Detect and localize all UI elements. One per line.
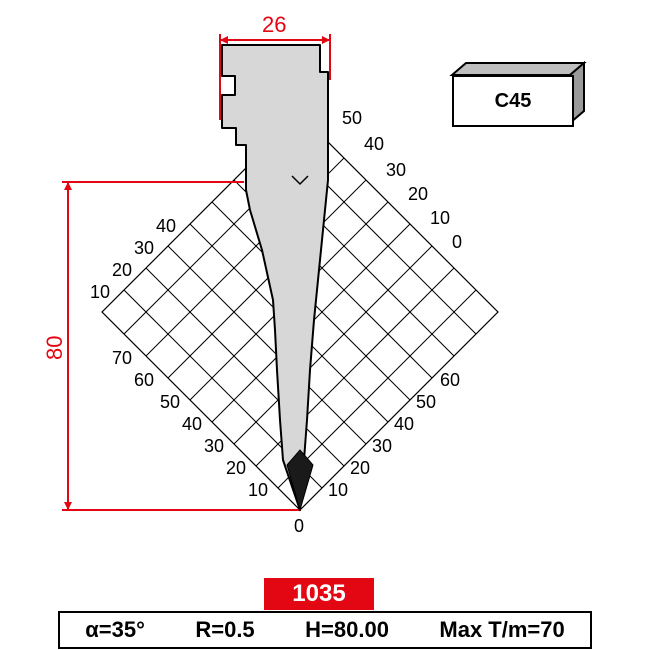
material-badge: C45 [452, 75, 574, 127]
grid-label: 40 [182, 414, 202, 435]
spec-max-tm: Max T/m=70 [439, 617, 564, 643]
grid-label: 10 [248, 480, 268, 501]
dimension-width-label: 26 [262, 12, 286, 38]
grid-label: 40 [394, 414, 414, 435]
grid-label: 60 [440, 370, 460, 391]
material-label: C45 [495, 90, 532, 113]
grid-label: 10 [328, 480, 348, 501]
spec-radius: R=0.5 [195, 617, 254, 643]
spec-alpha: α=35° [85, 617, 145, 643]
grid-label: 20 [408, 184, 428, 205]
specification-bar: α=35° R=0.5 H=80.00 Max T/m=70 [58, 611, 592, 649]
grid-label: 0 [452, 232, 462, 253]
grid-label: 50 [160, 392, 180, 413]
grid-label: 50 [342, 108, 362, 129]
spec-height: H=80.00 [305, 617, 389, 643]
grid-label: 20 [112, 260, 132, 281]
grid-label: 70 [112, 348, 132, 369]
grid-label: 30 [372, 436, 392, 457]
grid-label: 40 [156, 216, 176, 237]
dimension-height-label: 80 [42, 336, 68, 360]
grid-label: 20 [350, 458, 370, 479]
diagram-canvas: 26 80 1020304050102030405001020304060705… [0, 0, 650, 650]
grid-label: 0 [294, 516, 304, 537]
grid-label: 60 [134, 370, 154, 391]
grid-label: 20 [226, 458, 246, 479]
grid-label: 40 [364, 134, 384, 155]
part-number-badge: 1035 [264, 578, 374, 610]
grid-label: 50 [416, 392, 436, 413]
grid-label: 30 [386, 160, 406, 181]
grid-label: 10 [430, 208, 450, 229]
grid-label: 30 [204, 436, 224, 457]
grid-label: 10 [90, 282, 110, 303]
grid-label: 30 [134, 238, 154, 259]
part-number: 1035 [292, 580, 345, 608]
